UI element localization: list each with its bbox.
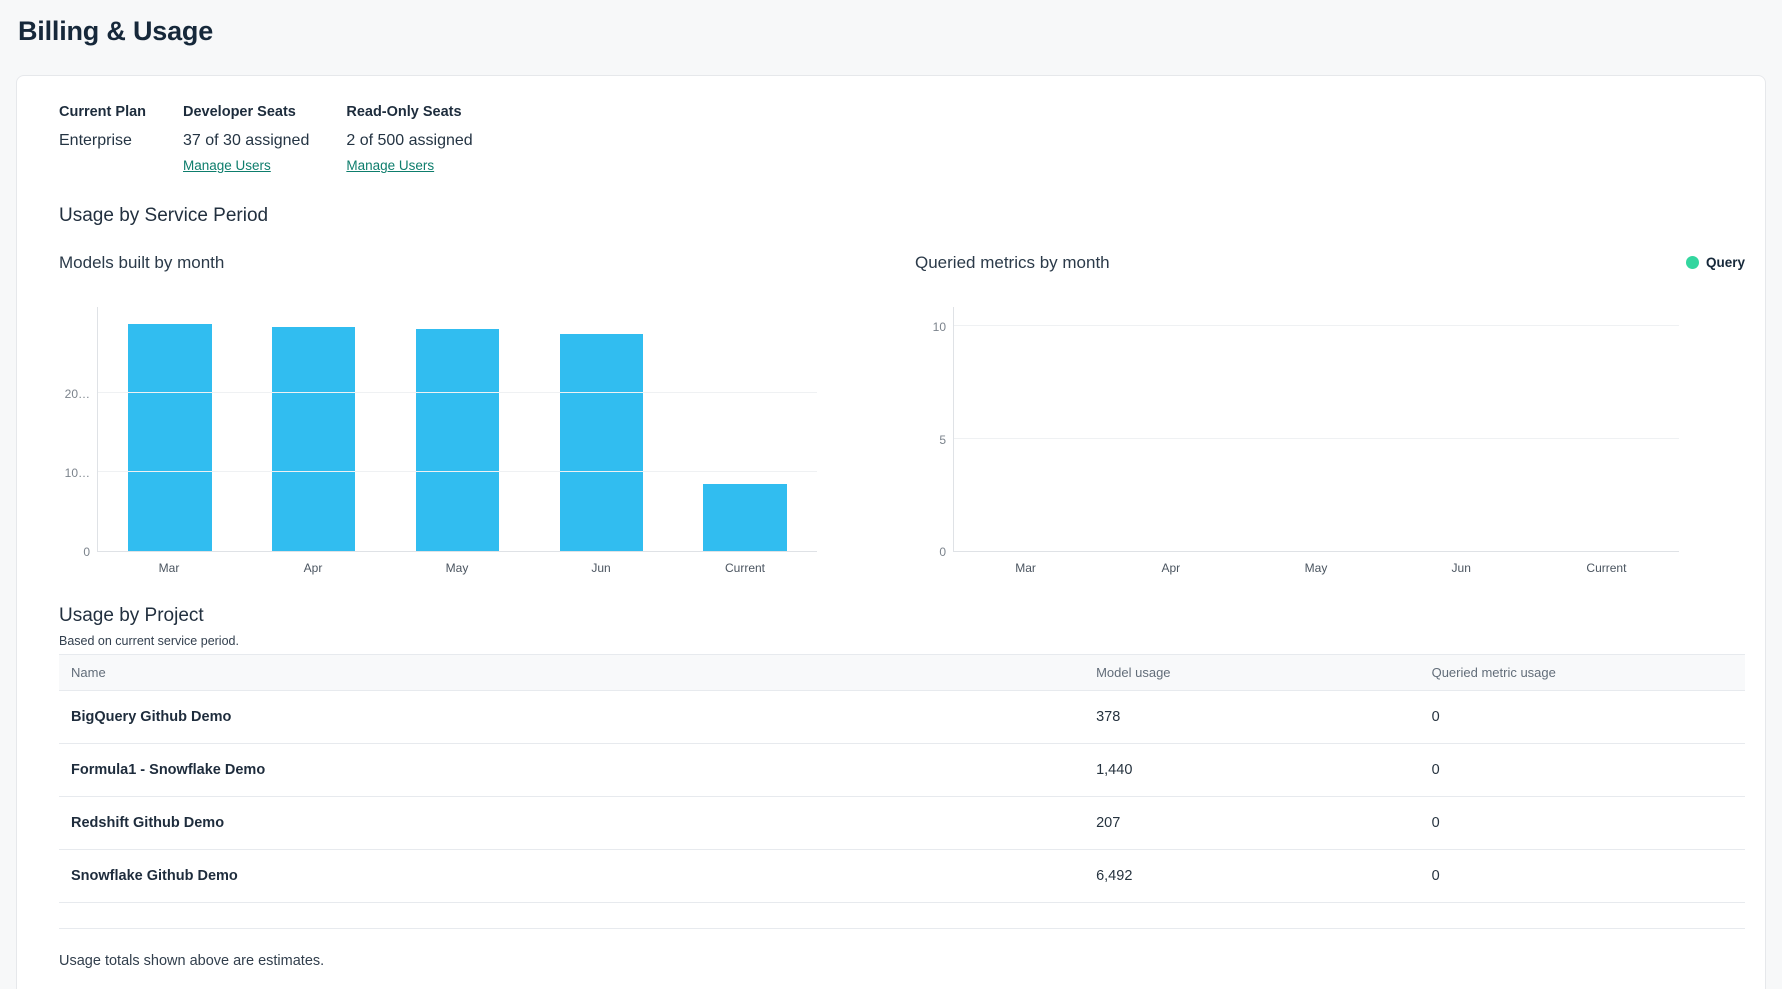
x-axis-label: Current — [1586, 561, 1627, 575]
bar-band — [673, 307, 817, 551]
bar-band — [1534, 307, 1679, 551]
bar-band — [98, 307, 242, 551]
bar — [703, 484, 787, 551]
developer-seats-value: 37 of 30 assigned — [183, 132, 310, 149]
x-axis-label: May — [445, 561, 469, 575]
x-axis-label: Mar — [1015, 561, 1036, 575]
x-axis-label: Apr — [303, 561, 323, 575]
project-name: Snowflake Github Demo — [59, 849, 1085, 903]
queried-metrics-chart: Queried metrics by month 0 5 10 Mar Apr May J… — [915, 253, 1679, 575]
table-row: BigQuery Github Demo 378 0 — [59, 690, 1745, 744]
x-axis-labels: Mar Apr May Jun Current — [953, 552, 1679, 575]
queried-metrics-chart-title: Queried metrics by month — [915, 253, 1110, 272]
y-axis-tick-label: 10… — [64, 465, 90, 480]
models-built-chart: Models built by month 0 10… 20… Mar Apr May J… — [59, 253, 817, 575]
column-header: Queried metric usage — [1419, 654, 1745, 691]
current-plan-column: Current Plan Enterprise — [59, 104, 146, 175]
bar-band — [242, 307, 386, 551]
bar-band — [1389, 307, 1534, 551]
y-axis: 0 5 10 — [915, 307, 953, 559]
plot-area — [953, 307, 1679, 552]
queried-metric-usage-value: 0 — [1419, 743, 1745, 797]
y-axis-tick-label: 20… — [64, 386, 90, 401]
bar-band — [954, 307, 1099, 551]
bar-band — [386, 307, 530, 551]
project-name: Redshift Github Demo — [59, 796, 1085, 850]
legend-label: Query — [1705, 255, 1745, 270]
bar-band — [1244, 307, 1389, 551]
current-plan-value: Enterprise — [59, 132, 132, 149]
plot-area — [97, 307, 817, 552]
table-header-row: Name Model usage Queried metric usage — [59, 654, 1745, 691]
usage-by-project-table: Name Model usage Queried metric usage BigQ… — [59, 654, 1745, 929]
table-row: Redshift Github Demo 207 0 — [59, 796, 1745, 850]
page-title: Billing & Usage — [18, 16, 214, 46]
table-row: Formula1 - Snowflake Demo 1,440 0 — [59, 743, 1745, 797]
queried-metric-usage-value: 0 — [1419, 849, 1745, 903]
usage-by-project-subheading: Based on current service period. — [59, 634, 239, 648]
chart-legend: Query — [1685, 255, 1745, 270]
project-name: BigQuery Github Demo — [59, 690, 1085, 744]
column-header: Name — [59, 654, 1085, 691]
usage-by-service-period-heading: Usage by Service Period — [59, 205, 269, 226]
readonly-seats-label: Read-Only Seats — [346, 104, 462, 120]
usage-footnote: Usage totals shown above are estimates. — [59, 953, 325, 969]
queried-metric-usage-value: 0 — [1419, 796, 1745, 850]
project-name: Formula1 - Snowflake Demo — [59, 743, 1085, 797]
model-usage-value: 378 — [1084, 690, 1420, 744]
models-built-chart-title: Models built by month — [59, 253, 225, 272]
manage-users-link-readonly[interactable]: Manage Users — [346, 158, 435, 173]
x-axis-label: May — [1304, 561, 1328, 575]
charts-row: Models built by month 0 10… 20… Mar Apr May J… — [59, 253, 1745, 575]
usage-table-wrap: Name Model usage Queried metric usage BigQ… — [59, 654, 1745, 929]
x-axis-label: Apr — [1161, 561, 1181, 575]
column-header: Model usage — [1084, 654, 1420, 691]
model-usage-value: 6,492 — [1084, 849, 1420, 903]
usage-by-project-heading: Usage by Project — [59, 605, 204, 626]
x-axis-label: Current — [724, 561, 765, 575]
bar — [272, 327, 356, 551]
x-axis-label: Jun — [1451, 561, 1471, 575]
bar-band — [1099, 307, 1244, 551]
table-row: Snowflake Github Demo 6,492 0 — [59, 849, 1745, 903]
model-usage-value: 207 — [1084, 796, 1420, 850]
developer-seats-column: Developer Seats 37 of 30 assigned Manage… — [183, 104, 309, 175]
y-axis-tick-label: 5 — [939, 432, 946, 447]
bar — [559, 334, 643, 551]
x-axis-label: Mar — [158, 561, 180, 575]
y-axis: 0 10… 20… — [59, 307, 97, 559]
current-plan-label: Current Plan — [59, 104, 147, 120]
readonly-seats-column: Read-Only Seats 2 of 500 assigned Manage… — [346, 104, 472, 175]
y-axis-tick-label: 0 — [83, 545, 90, 559]
bar — [128, 324, 212, 551]
developer-seats-label: Developer Seats — [183, 104, 296, 120]
readonly-seats-value: 2 of 500 assigned — [346, 132, 473, 149]
empty-row — [59, 902, 1745, 929]
bar-band — [529, 307, 673, 551]
x-axis-labels: Mar Apr May Jun Current — [97, 552, 817, 575]
queried-metric-usage-value: 0 — [1419, 690, 1745, 744]
billing-card: Current Plan Enterprise Developer Seats … — [16, 75, 1766, 989]
x-axis-label: Jun — [591, 561, 611, 575]
model-usage-value: 1,440 — [1084, 743, 1420, 797]
legend-dot-icon — [1685, 256, 1699, 269]
manage-users-link-developer[interactable]: Manage Users — [183, 158, 271, 173]
plan-summary: Current Plan Enterprise Developer Seats … — [59, 104, 1745, 175]
y-axis-tick-label: 10 — [932, 320, 946, 334]
bar — [415, 329, 500, 551]
y-axis-tick-label: 0 — [939, 545, 946, 559]
